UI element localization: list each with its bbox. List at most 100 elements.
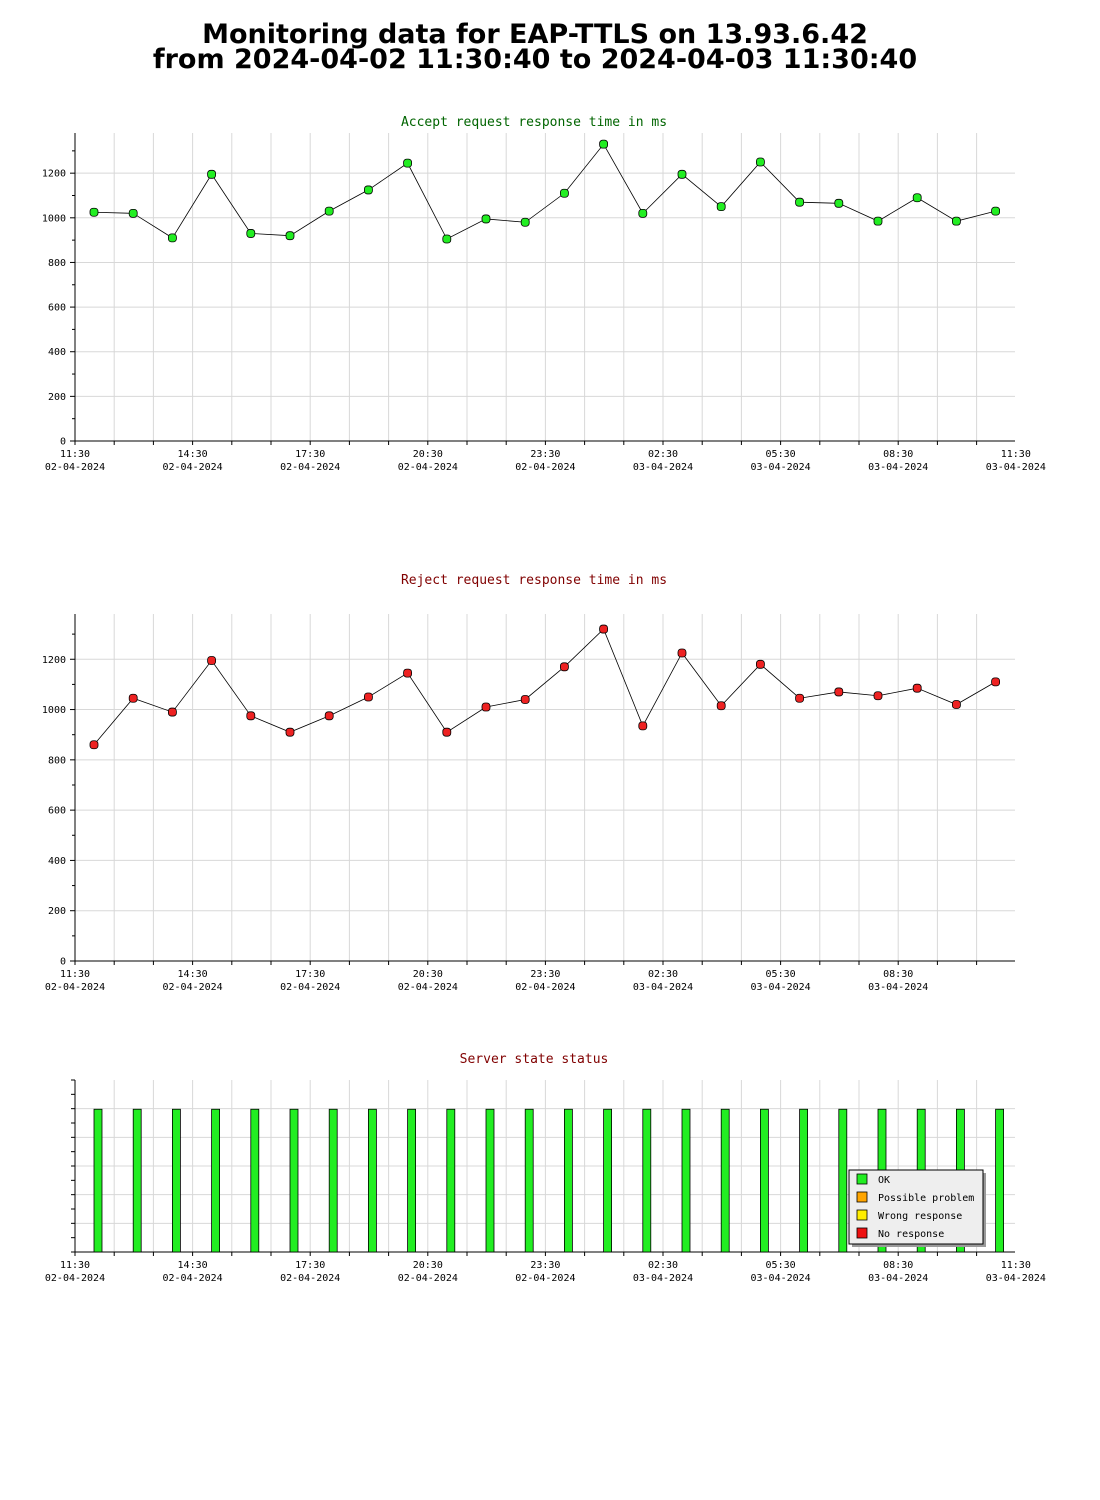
status-bar [564, 1108, 573, 1253]
x-tick-label-date: 02-04-2024 [45, 1273, 105, 1284]
y-tick-label: 1200 [42, 655, 66, 666]
status-bar [328, 1108, 338, 1253]
data-point [991, 677, 1000, 687]
x-tick-label-time: 17:30 [295, 449, 325, 460]
x-tick-label-time: 11:30 [1001, 1260, 1031, 1271]
x-tick-label-time: 20:30 [413, 969, 443, 980]
status-bar [407, 1108, 417, 1253]
x-tick-label-date: 02-04-2024 [45, 982, 105, 993]
x-tick-label-time: 17:30 [295, 1260, 325, 1271]
x-tick-label-date: 02-04-2024 [45, 462, 105, 473]
data-point [285, 727, 295, 737]
y-tick-label: 200 [48, 906, 66, 917]
legend-label: OK [878, 1175, 890, 1186]
data-point [89, 207, 99, 217]
data-point [873, 216, 883, 226]
x-tick-label-time: 02:30 [648, 1260, 678, 1271]
y-tick-label: 400 [48, 856, 66, 867]
x-tick-label-date: 02-04-2024 [515, 982, 575, 993]
x-tick-label-time: 14:30 [178, 449, 208, 460]
data-point [89, 740, 99, 750]
x-tick-label-date: 03-04-2024 [868, 462, 928, 473]
data-point [442, 234, 452, 244]
data-point [638, 721, 648, 731]
page-title-line1: Monitoring data for EAP-TTLS on 13.93.6.… [202, 19, 868, 50]
x-tick-label-date: 02-04-2024 [398, 1273, 458, 1284]
x-tick-label-time: 08:30 [883, 969, 913, 980]
status-bar [995, 1108, 1004, 1253]
data-point [403, 668, 413, 678]
x-tick-label-date: 02-04-2024 [398, 982, 458, 993]
data-point [246, 229, 256, 238]
data-point [481, 702, 491, 712]
y-tick-label: 600 [48, 303, 66, 314]
data-point [403, 158, 413, 168]
x-tick-label-date: 03-04-2024 [868, 982, 928, 993]
status-bar [132, 1108, 142, 1253]
data-point [442, 727, 452, 737]
x-tick-label-date: 02-04-2024 [280, 982, 340, 993]
x-tick-label-time: 05:30 [766, 969, 796, 980]
data-point [912, 683, 922, 693]
x-tick-label-time: 14:30 [178, 1260, 208, 1271]
x-tick-label-time: 11:30 [1001, 449, 1031, 460]
status-bar [250, 1108, 260, 1253]
data-point [363, 692, 373, 702]
status-bar [838, 1108, 848, 1253]
data-point [599, 624, 608, 634]
data-point [912, 193, 922, 203]
x-tick-label-time: 20:30 [413, 1260, 443, 1271]
x-tick-label-time: 23:30 [530, 969, 560, 980]
legend-label: No response [878, 1229, 944, 1240]
x-tick-label-date: 03-04-2024 [750, 462, 810, 473]
x-tick-label-date: 03-04-2024 [986, 1273, 1046, 1284]
data-point [246, 711, 256, 721]
data-point [520, 217, 530, 227]
status-bar [524, 1108, 534, 1253]
data-point [167, 707, 177, 717]
x-tick-label-time: 02:30 [648, 449, 678, 460]
x-tick-label-date: 02-04-2024 [398, 462, 458, 473]
y-tick-label: 1000 [42, 705, 66, 716]
x-tick-label-date: 03-04-2024 [750, 982, 810, 993]
series-line [93, 628, 996, 746]
chart-title: Server state status [460, 1052, 609, 1067]
status-bar [171, 1108, 181, 1253]
legend-swatch [856, 1173, 868, 1185]
page-title-line2: from 2024-04-02 11:30:40 to 2024-04-03 1… [152, 44, 918, 75]
x-tick-label-time: 23:30 [530, 1260, 560, 1271]
data-point [167, 233, 177, 243]
x-tick-label-date: 03-04-2024 [633, 462, 693, 473]
y-tick-label: 0 [60, 437, 66, 448]
data-point [873, 691, 883, 701]
x-tick-label-date: 03-04-2024 [633, 1273, 693, 1284]
data-point [756, 157, 765, 167]
x-tick-label-time: 11:30 [60, 969, 90, 980]
data-point [207, 656, 217, 665]
y-tick-label: 800 [48, 755, 66, 766]
data-point [716, 202, 726, 212]
legend-label: Possible problem [878, 1193, 974, 1204]
data-point [834, 198, 844, 208]
chart-title: Reject request response time in ms [401, 573, 667, 588]
y-tick-label: 1000 [42, 213, 66, 224]
chart-title: Accept request response time in ms [401, 115, 667, 130]
data-point [991, 206, 1000, 216]
y-tick-label: 0 [60, 957, 66, 968]
status-bar [367, 1108, 377, 1253]
status-bar [603, 1108, 612, 1253]
x-tick-label-time: 02:30 [648, 969, 678, 980]
line-chart-1: Accept request response time in ms 0 200 40… [42, 115, 1046, 473]
data-point [481, 214, 491, 224]
line-chart-2: Reject request response time in ms 0 200 40… [42, 573, 1015, 993]
page-title: Monitoring data for EAP-TTLS on 13.93.6.… [0, 19, 1070, 75]
data-point [716, 701, 726, 711]
data-point [285, 231, 295, 241]
x-tick-label-time: 11:30 [60, 449, 90, 460]
status-chart: Server state status 11:30 02-04-2024 14:30 0… [45, 1052, 1046, 1284]
data-point [363, 185, 373, 195]
x-tick-label-time: 14:30 [178, 969, 208, 980]
y-tick-label: 600 [48, 806, 66, 817]
x-tick-label-date: 03-04-2024 [633, 982, 693, 993]
status-bar [93, 1108, 103, 1253]
